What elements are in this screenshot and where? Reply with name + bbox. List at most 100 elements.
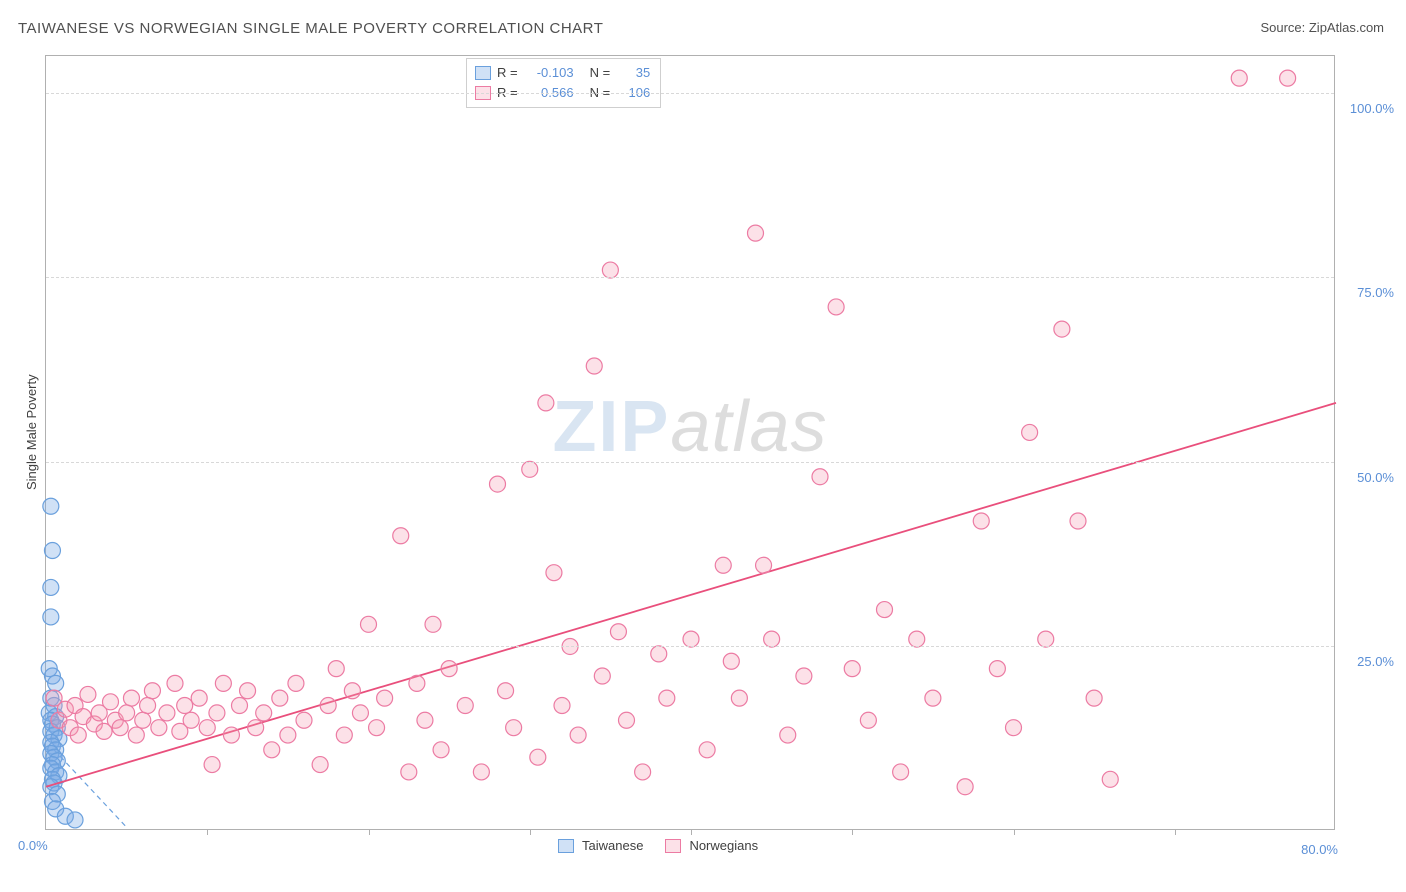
data-point: [1070, 513, 1086, 529]
legend-r-label: R =: [497, 63, 518, 83]
series-legend-label: Norwegians: [689, 838, 758, 853]
data-point: [1102, 771, 1118, 787]
data-point: [167, 675, 183, 691]
data-point: [796, 668, 812, 684]
data-point: [43, 609, 59, 625]
data-point: [635, 764, 651, 780]
x-tick: [1014, 829, 1015, 835]
data-point: [764, 631, 780, 647]
x-tick: [530, 829, 531, 835]
data-point: [828, 299, 844, 315]
data-point: [651, 646, 667, 662]
y-tick-label: 100.0%: [1350, 101, 1394, 116]
source-attribution: Source: ZipAtlas.com: [1260, 20, 1384, 35]
data-point: [272, 690, 288, 706]
data-point: [860, 712, 876, 728]
data-point: [128, 727, 144, 743]
data-point: [264, 742, 280, 758]
data-point: [610, 624, 626, 640]
data-point: [425, 616, 441, 632]
legend-swatch: [665, 839, 681, 853]
data-point: [570, 727, 586, 743]
data-point: [522, 461, 538, 477]
data-point: [70, 727, 86, 743]
data-point: [957, 779, 973, 795]
y-tick-label: 25.0%: [1357, 654, 1394, 669]
data-point: [140, 698, 156, 714]
data-point: [973, 513, 989, 529]
data-point: [199, 720, 215, 736]
data-point: [683, 631, 699, 647]
data-point: [401, 764, 417, 780]
data-point: [989, 661, 1005, 677]
x-end-label: 80.0%: [1301, 842, 1338, 857]
data-point: [183, 712, 199, 728]
data-point: [1086, 690, 1102, 706]
data-point: [877, 602, 893, 618]
data-point: [844, 661, 860, 677]
data-point: [256, 705, 272, 721]
series-legend-label: Taiwanese: [582, 838, 643, 853]
gridline: [46, 277, 1334, 278]
data-point: [80, 686, 96, 702]
scatter-plot-svg: [46, 56, 1336, 831]
y-tick-label: 50.0%: [1357, 470, 1394, 485]
origin-label: 0.0%: [18, 838, 48, 853]
data-point: [344, 683, 360, 699]
data-point: [119, 705, 135, 721]
legend-r-value: -0.103: [524, 63, 574, 83]
data-point: [67, 812, 83, 828]
data-point: [530, 749, 546, 765]
data-point: [1054, 321, 1070, 337]
data-point: [43, 498, 59, 514]
data-point: [135, 712, 151, 728]
data-point: [586, 358, 602, 374]
data-point: [417, 712, 433, 728]
data-point: [723, 653, 739, 669]
data-point: [232, 698, 248, 714]
data-point: [248, 720, 264, 736]
data-point: [602, 262, 618, 278]
data-point: [240, 683, 256, 699]
data-point: [619, 712, 635, 728]
data-point: [756, 557, 772, 573]
data-point: [44, 543, 60, 559]
x-tick: [1175, 829, 1176, 835]
data-point: [288, 675, 304, 691]
data-point: [191, 690, 207, 706]
series-legend-item: Taiwanese: [558, 838, 643, 853]
data-point: [377, 690, 393, 706]
data-point: [177, 698, 193, 714]
data-point: [498, 683, 514, 699]
y-tick-label: 75.0%: [1357, 285, 1394, 300]
data-point: [554, 698, 570, 714]
legend-n-value: 35: [616, 63, 650, 83]
series-legend: Taiwanese Norwegians: [558, 838, 758, 853]
gridline: [46, 93, 1334, 94]
data-point: [506, 720, 522, 736]
data-point: [280, 727, 296, 743]
data-point: [103, 694, 119, 710]
data-point: [490, 476, 506, 492]
data-point: [546, 565, 562, 581]
data-point: [369, 720, 385, 736]
data-point: [112, 720, 128, 736]
x-tick: [369, 829, 370, 835]
data-point: [209, 705, 225, 721]
data-point: [159, 705, 175, 721]
data-point: [123, 690, 139, 706]
x-tick: [207, 829, 208, 835]
data-point: [457, 698, 473, 714]
legend-swatch: [475, 66, 491, 80]
data-point: [43, 579, 59, 595]
data-point: [925, 690, 941, 706]
data-point: [1006, 720, 1022, 736]
data-point: [215, 675, 231, 691]
legend-n-label: N =: [590, 63, 611, 83]
data-point: [699, 742, 715, 758]
data-point: [328, 661, 344, 677]
data-point: [48, 675, 64, 691]
data-point: [538, 395, 554, 411]
data-point: [312, 757, 328, 773]
gridline: [46, 462, 1334, 463]
